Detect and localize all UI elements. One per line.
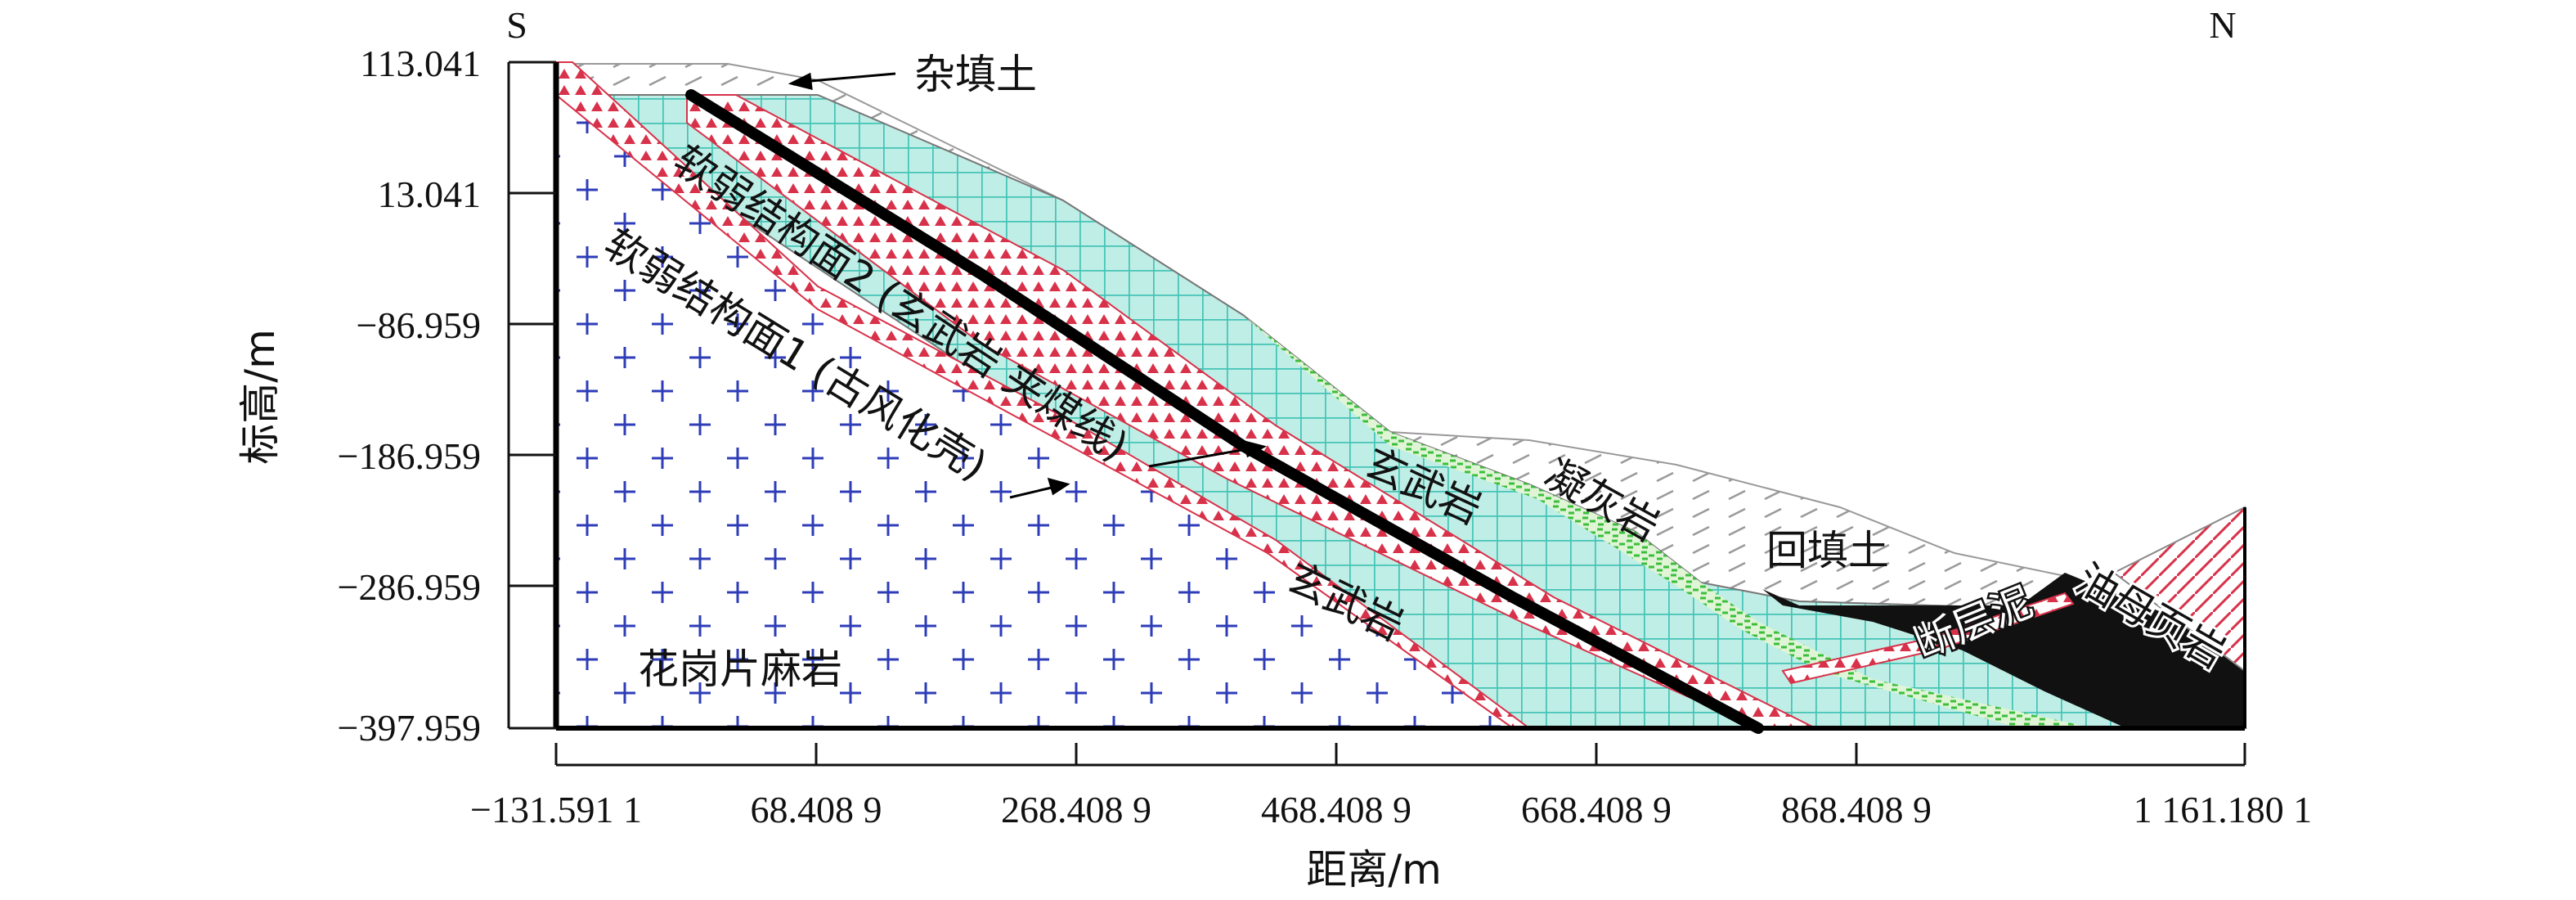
x-tick-label: 68.408 9 (751, 789, 882, 830)
fault-mud-zone (1762, 573, 2245, 728)
fill-top-arrowhead (788, 72, 813, 90)
y-tick-label: −397.959 (338, 707, 481, 749)
label-backfill: 回填土 (1766, 527, 1889, 574)
x-tick-label: 468.408 9 (1261, 789, 1411, 830)
y-tick-label: −86.959 (357, 304, 481, 346)
granite-layer (556, 95, 1513, 728)
y-tick-label: 113.041 (360, 43, 481, 84)
section-frame (553, 62, 2246, 731)
compass-south: S (506, 4, 527, 46)
y-axis-title: 标高/m (236, 329, 284, 465)
leader-arrows (788, 72, 1267, 499)
label-granite: 花岗片麻岩 (638, 646, 842, 693)
fault-mud-weak-strip (1781, 592, 2075, 685)
weak-plane-1-arrowhead (1047, 477, 1070, 496)
x-axis-title: 距离/m (1306, 846, 1442, 893)
label-fill-top: 杂填土 (914, 51, 1037, 98)
x-tick-label: 868.408 9 (1781, 789, 1932, 830)
geology-layers (553, 61, 2248, 734)
y-tick-label: 13.041 (378, 173, 482, 215)
y-tick-label: −286.959 (338, 566, 481, 608)
x-axis: −131.591 1 68.408 9 268.408 9 468.408 9 … (470, 743, 2312, 893)
x-tick-label: 1 161.180 1 (2134, 789, 2313, 830)
weak-plane-2-arrowhead (1242, 439, 1267, 458)
x-tick-label: 668.408 9 (1521, 789, 1672, 830)
y-tick-label: −186.959 (338, 435, 481, 477)
compass-north: N (2209, 4, 2236, 46)
coal-seam-line (685, 89, 1764, 734)
x-tick-label: −131.591 1 (470, 789, 642, 830)
y-axis: 113.041 13.041 −86.959 −186.959 −286.959… (236, 43, 556, 749)
x-tick-label: 268.408 9 (1001, 789, 1151, 830)
